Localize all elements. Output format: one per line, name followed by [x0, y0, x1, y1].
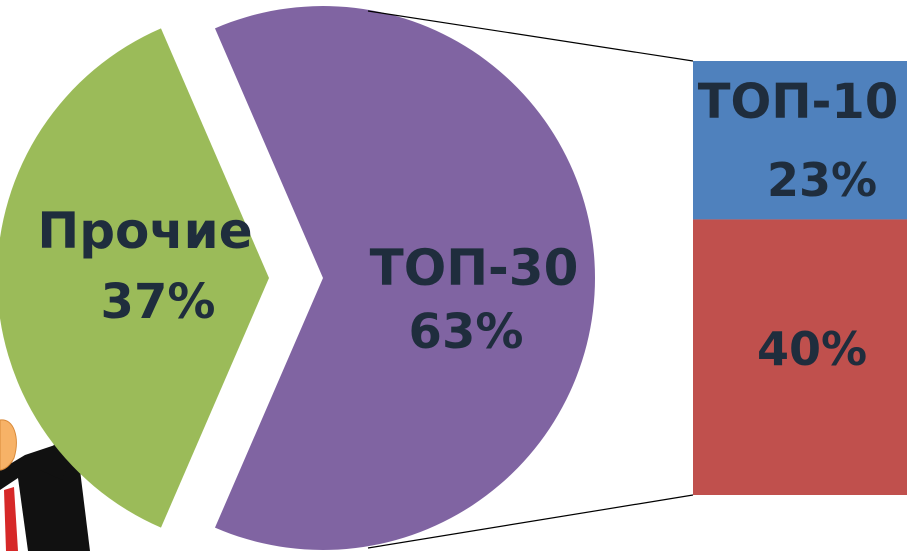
pie-slice-top30: [214, 6, 596, 551]
connector-line-bottom: [367, 494, 694, 549]
bar-segment-top10: [693, 61, 907, 220]
presenter-head: [0, 419, 17, 471]
connector-line-top: [367, 10, 694, 62]
segment-value-top10: 23%: [767, 153, 877, 207]
slice-label-others: Прочие: [37, 202, 252, 260]
segment-value-rest: 40%: [757, 322, 867, 376]
bar-segment-rest: [693, 219, 907, 495]
slice-value-others: 37%: [101, 274, 216, 330]
pie-slice-others: [0, 28, 269, 528]
slice-value-top30: 63%: [409, 304, 524, 360]
slice-label-top30: ТОП-30: [370, 239, 579, 297]
segment-label-top10: ТОП-10: [698, 74, 898, 130]
presenter-tie: [4, 487, 18, 551]
